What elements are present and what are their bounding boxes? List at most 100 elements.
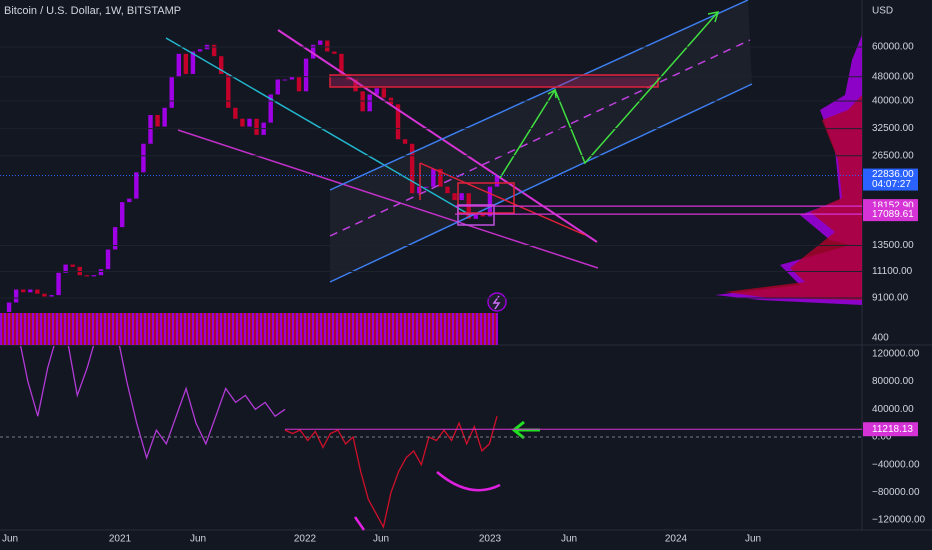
volume-tick-label: 400 [872, 333, 889, 344]
candle [226, 73, 231, 108]
level-label: 18152.90 [872, 201, 914, 212]
currency-label: USD [872, 6, 893, 17]
candle [233, 107, 238, 119]
candle [431, 168, 436, 187]
candle [438, 168, 443, 187]
osc-tick-label: −120000.00 [872, 515, 926, 526]
x-tick-label: Jun [2, 534, 18, 545]
osc-tick-label: 40000.00 [872, 404, 914, 415]
candle [134, 172, 139, 199]
x-tick-label: Jun [561, 534, 577, 545]
candle [148, 114, 153, 144]
osc-tick-label: 80000.00 [872, 376, 914, 387]
candle [176, 53, 181, 77]
candle [353, 79, 358, 92]
candle [190, 51, 196, 74]
candle [452, 193, 457, 201]
volume-bars [0, 313, 498, 345]
countdown-label: 04:07:27 [872, 179, 911, 190]
candle [112, 227, 118, 250]
candle [63, 264, 68, 273]
candle [141, 143, 146, 173]
candle [77, 266, 82, 276]
candle [197, 49, 203, 52]
candle [56, 272, 61, 296]
candle [325, 40, 330, 52]
candle [120, 202, 125, 228]
level-badge [863, 207, 918, 222]
candle [445, 186, 450, 194]
candle [21, 289, 26, 293]
candle [211, 44, 217, 57]
candle [35, 289, 40, 294]
candle [169, 76, 174, 108]
candle [318, 40, 323, 45]
candle [494, 175, 500, 187]
candle [424, 186, 429, 188]
candle [367, 94, 372, 112]
candle [42, 293, 47, 297]
x-tick-label: Jun [373, 534, 389, 545]
candle [183, 53, 189, 74]
osc-tick-label: −80000.00 [872, 487, 920, 498]
channel-fill [330, 0, 752, 282]
candle [480, 214, 486, 217]
candle [240, 118, 245, 127]
last-price-badge [863, 168, 918, 191]
candle [247, 118, 252, 127]
y-tick-label: 32500.00 [872, 123, 914, 134]
candle [162, 107, 167, 127]
candle [296, 76, 302, 92]
candle [289, 76, 295, 80]
candle [395, 104, 401, 140]
candle [91, 275, 97, 277]
y-tick-label: 40000.00 [872, 96, 914, 107]
x-tick-label: 2022 [294, 534, 317, 545]
candle [70, 264, 75, 267]
candle [339, 53, 344, 74]
candle [98, 269, 104, 276]
candle [254, 118, 259, 135]
candle [282, 79, 288, 81]
candle [381, 88, 387, 98]
candle [275, 79, 280, 95]
candle [332, 51, 337, 54]
candle [374, 88, 379, 95]
candle [402, 139, 408, 144]
osc-line [284, 416, 498, 529]
candle [13, 289, 19, 303]
candle [409, 143, 415, 194]
y-tick-label: 9100.00 [872, 293, 909, 304]
chart-title: Bitcoin / U.S. Dollar, 1W, BITSTAMP [4, 5, 181, 17]
x-tick-label: Jun [745, 534, 761, 545]
osc-tick-label: −40000.00 [872, 459, 920, 470]
candle [473, 214, 478, 219]
osc-last-badge [863, 422, 918, 437]
candle [303, 58, 309, 92]
x-tick-label: 2021 [109, 534, 132, 545]
candle [84, 275, 90, 277]
candle [310, 44, 316, 59]
candle [155, 114, 160, 127]
y-tick-label: 13500.00 [872, 240, 914, 251]
candle [49, 295, 54, 297]
last-price-label: 22836.00 [872, 169, 914, 180]
y-tick-label: 11100.00 [872, 266, 913, 277]
candle [487, 186, 493, 217]
y-tick-label: 26500.00 [872, 150, 914, 161]
candle [105, 249, 111, 270]
y-tick-label: 48000.00 [872, 71, 914, 82]
candle [127, 198, 132, 203]
candle [268, 94, 273, 123]
candle [459, 193, 464, 201]
osc-line [19, 346, 286, 460]
candle [6, 302, 12, 312]
candle [219, 56, 224, 74]
osc-tick-label: 120000.00 [872, 349, 920, 360]
y-tick-label: 60000.00 [872, 42, 914, 53]
level-label: 17089.61 [872, 209, 914, 220]
osc-tick-label: 0.00 [872, 432, 892, 443]
x-tick-label: 2023 [479, 534, 502, 545]
